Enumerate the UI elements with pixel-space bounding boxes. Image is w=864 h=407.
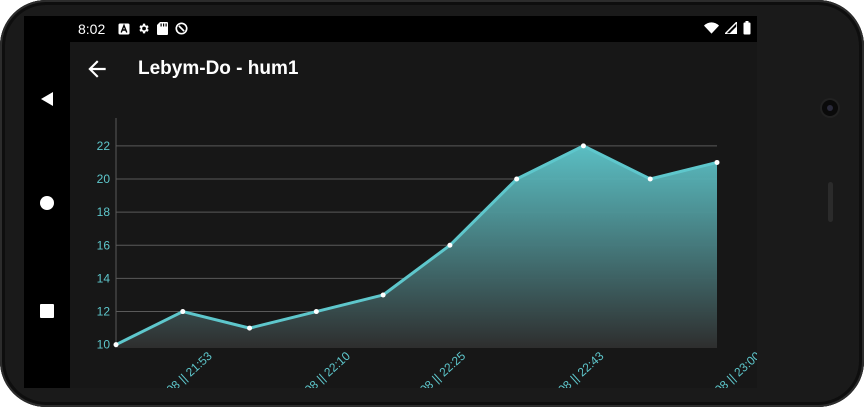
cell-signal-icon — [725, 22, 737, 34]
y-tick-label: 14 — [97, 271, 111, 285]
y-tick-label: 20 — [97, 172, 111, 186]
wifi-icon — [704, 22, 719, 34]
battery-icon — [743, 21, 751, 35]
gear-icon — [139, 23, 149, 34]
data-point — [580, 143, 586, 149]
data-point — [647, 176, 653, 182]
front-camera — [822, 100, 838, 116]
y-tick-label: 10 — [97, 338, 111, 352]
a-box-icon — [118, 23, 130, 34]
data-point — [380, 292, 386, 298]
volume-button — [828, 182, 833, 222]
data-point — [180, 309, 186, 315]
y-tick-label: 18 — [97, 205, 111, 219]
back-arrow-icon[interactable] — [84, 56, 110, 82]
y-tick-label: 16 — [97, 238, 111, 252]
data-point — [514, 176, 520, 182]
chart-canvas: 10 12 14 16 18 20 22 29/08 || 21:53 29/08 || 22… — [97, 118, 757, 388]
nav-back-button[interactable] — [24, 86, 70, 112]
x-tick-label: 29/08 || 22:10 — [289, 349, 353, 388]
chart-area-fill — [116, 145, 717, 348]
status-time: 8:02 — [78, 21, 106, 37]
x-tick-label: 29/08 || 23:00 — [699, 349, 757, 388]
data-point — [247, 325, 253, 331]
app-bar: Lebym-Do - hum1 — [70, 42, 757, 98]
navigation-bar — [24, 16, 70, 388]
page-title: Lebym-Do - hum1 — [138, 58, 299, 79]
home-circle-icon — [40, 196, 54, 210]
y-tick-label: 12 — [97, 305, 111, 319]
nav-home-button[interactable] — [24, 192, 70, 214]
data-point — [447, 242, 453, 248]
screen: 8:02 — [24, 16, 757, 388]
sync-icon — [175, 22, 188, 35]
back-triangle-icon — [41, 92, 53, 106]
x-tick-label: 29/08 || 22:43 — [543, 349, 607, 388]
status-bar: 8:02 — [70, 16, 757, 42]
chart-series-line — [115, 144, 718, 347]
y-tick-label: 22 — [97, 139, 111, 153]
data-point — [714, 159, 720, 165]
sd-card-icon — [157, 22, 168, 35]
recents-square-icon — [40, 304, 54, 318]
app-window: Lebym-Do - hum1 10 12 14 16 18 20 22 29/08 || … — [70, 42, 757, 388]
data-point — [113, 342, 119, 348]
data-point — [313, 309, 319, 315]
humidity-chart: 10 12 14 16 18 20 22 29/08 || 21:53 29/08 || 22… — [70, 98, 757, 388]
x-tick-label: 29/08 || 21:53 — [151, 349, 215, 388]
x-tick-label: 29/08 || 22:25 — [405, 349, 469, 388]
nav-recents-button[interactable] — [24, 300, 70, 322]
